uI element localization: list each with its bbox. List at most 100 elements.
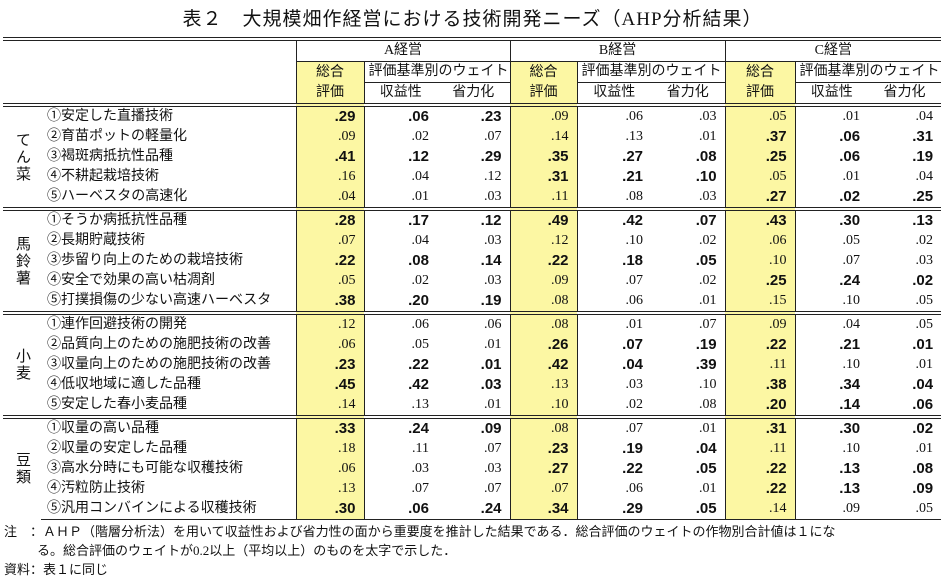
table-row: 馬鈴薯 ①そうか病抵抗性品種 .28.17.12.49.42.07.43.30.13 (3, 207, 942, 313)
labor-value: .05 (695, 460, 717, 477)
profit-value: .06 (794, 147, 869, 167)
labor-value: .03 (484, 233, 502, 248)
farm-a-header: A経営 (295, 39, 511, 62)
total-value: .33 (295, 415, 364, 439)
note-line-2: る。総合評価のウェイトが0.2以上（平均以上）のものを太字で示した． (37, 543, 457, 558)
profit-value: .11 (363, 439, 437, 459)
labor-value: .13 (868, 207, 942, 231)
total-value: .35 (509, 147, 578, 167)
total-value: .27 (509, 459, 578, 479)
total-value: .18 (295, 439, 364, 459)
item-label: ④汚粒防止技術 (47, 481, 145, 496)
total-value: .22 (295, 251, 364, 271)
total-value: .22 (724, 479, 796, 499)
total-value: .31 (724, 415, 796, 439)
eval-label: 評価 (529, 84, 558, 100)
profit-value: .29 (576, 499, 652, 520)
profit-value: .06 (576, 479, 652, 499)
total-value: .06 (295, 335, 364, 355)
profit-value: .01 (794, 167, 869, 187)
labor-value: .07 (484, 441, 502, 456)
labor-value: .07 (484, 129, 502, 144)
labor-value: .14 (480, 252, 502, 269)
profit-value: .27 (576, 147, 652, 167)
profit-value: .22 (576, 459, 652, 479)
total-value: .43 (724, 207, 796, 231)
total-value: .25 (724, 271, 796, 291)
profit-value: .02 (363, 271, 437, 291)
total-value: .12 (295, 311, 364, 335)
labor-value: .39 (695, 356, 717, 373)
profit-value: .06 (363, 311, 437, 335)
item-label: ①安定した直播技術 (41, 103, 296, 127)
total-value: .27 (724, 187, 796, 209)
total-value: .49 (509, 207, 578, 231)
profit-value: .08 (576, 187, 652, 209)
table-title: 表２ 大規模畑作経営における技術開発ニーズ（AHP分析結果） (182, 9, 763, 30)
item-label: ⑤打撲損傷の少ない高速ハーベスタ (47, 293, 272, 308)
labor-value: .03 (484, 273, 502, 288)
profit-value: .07 (794, 251, 869, 271)
total-value: .23 (295, 355, 364, 375)
total-value: .06 (724, 231, 796, 251)
item-label: ①連作回避技術の開発 (41, 311, 296, 335)
labor-value: .23 (437, 103, 511, 127)
item-label: ④低収地域に適した品種 (47, 377, 201, 392)
labor-value: .29 (480, 148, 502, 165)
total-label: 総合 (529, 64, 558, 80)
table-row: ⑤打撲損傷の少ない高速ハーベスタ .38.20 .19 .08.06 .01 .15.10… (3, 291, 941, 313)
labor-value: .03 (484, 461, 502, 476)
profit-value: .04 (363, 231, 437, 251)
labor-value: .05 (868, 499, 942, 520)
labor-value: .25 (912, 188, 934, 205)
item-label: ②収量の安定した品種 (47, 441, 187, 456)
labor-value: .01 (651, 415, 726, 439)
header-blank (3, 39, 296, 105)
labor-header: 省力化 (868, 82, 942, 106)
labor-value: .03 (484, 189, 502, 204)
labor-value: .08 (695, 148, 717, 165)
total-value: .10 (509, 395, 578, 417)
profit-value: .13 (794, 479, 869, 499)
total-value: .04 (295, 187, 364, 209)
item-label: ②長期貯蔵技術 (47, 233, 145, 248)
profit-value: .02 (576, 395, 652, 417)
labor-value: .04 (695, 440, 717, 457)
eval-label: 評価 (316, 84, 344, 100)
table-row: ②育苗ポットの軽量化 .09.02 .07 .14.13 .01 .37.06 .31 (3, 127, 941, 147)
labor-value: .02 (699, 233, 717, 248)
profit-value: .04 (794, 311, 869, 335)
profit-value: .02 (363, 127, 437, 147)
total-value: .31 (509, 167, 578, 187)
profit-value: .30 (794, 207, 869, 231)
profit-value: .34 (794, 375, 869, 395)
total-eval-header: 総合 評価 (295, 61, 364, 106)
item-label: ④不耕起栽培技術 (47, 169, 159, 184)
eval-label: 評価 (746, 84, 775, 100)
profit-value: .06 (363, 499, 437, 520)
labor-value: .31 (912, 128, 934, 145)
labor-value: .19 (912, 148, 934, 165)
labor-value: .08 (912, 460, 934, 477)
note-line-1: 注 ：ＡＨＰ（階層分析法）を用いて収益性および省力性の面から重要度を推計した結果… (4, 524, 836, 539)
labor-value: .04 (912, 376, 934, 393)
table-row: てん菜 ①安定した直播技術 .29.06.23.09.06.03.05.01.04 (3, 103, 942, 209)
profit-value: .05 (363, 335, 437, 355)
table-row: ②品質向上のための施肥技術の改善 .06.05 .01 .26.07 .19 .22.21… (3, 335, 941, 355)
profit-value: .01 (576, 311, 652, 335)
table-row: ⑤汎用コンバインによる収穫技術 .30.06.24.34.29.05.14.09.… (3, 499, 942, 520)
profit-value: .10 (794, 439, 869, 459)
total-value: .11 (724, 355, 796, 375)
labor-value: .03 (699, 189, 717, 204)
table-row: ③高水分時にも可能な収穫技術 .06.03.03.27.22.05.22.13.0… (3, 459, 941, 479)
total-value: .23 (509, 439, 578, 459)
labor-value: .19 (695, 336, 717, 353)
profit-value: .06 (363, 103, 437, 127)
total-value: .14 (295, 395, 364, 417)
labor-value: .01 (699, 293, 717, 308)
profit-value: .21 (794, 335, 869, 355)
profit-value: .03 (576, 375, 652, 395)
table-row: ③褐斑病抵抗性品種 .41.12 .29 .35.27 .08 .25.06 .19 (3, 147, 941, 167)
total-value: .11 (724, 439, 796, 459)
total-value: .09 (724, 311, 796, 335)
